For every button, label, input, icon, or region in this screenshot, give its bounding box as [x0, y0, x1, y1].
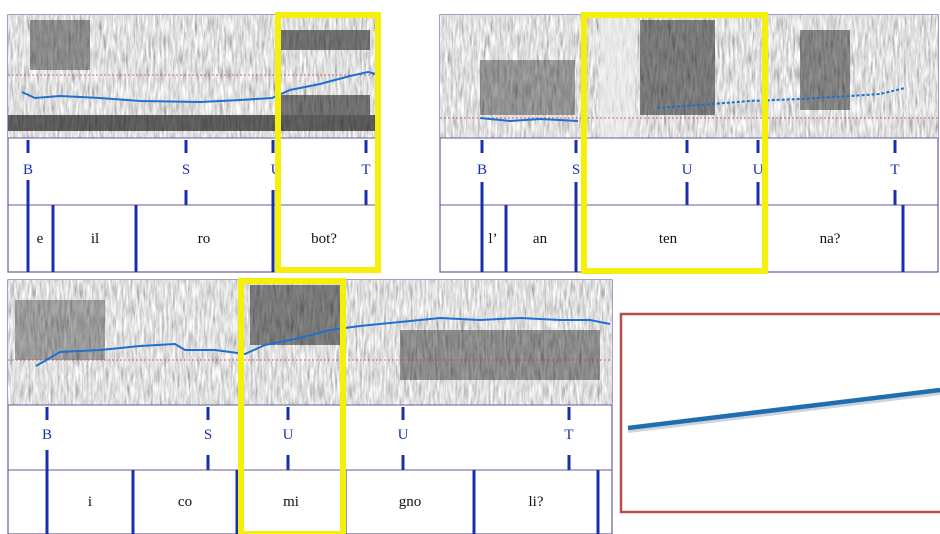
formant-band [640, 20, 715, 115]
tone-label: U [398, 427, 409, 443]
syllable: ten [659, 231, 678, 247]
syllable: il [91, 231, 99, 247]
tone-label: U [682, 162, 693, 178]
formant-band [8, 115, 376, 131]
tone-label: S [204, 427, 212, 443]
syllable: e [37, 231, 44, 247]
formant-band [280, 95, 370, 115]
syllable: na? [820, 231, 841, 247]
tone-label: B [477, 162, 487, 178]
tone-label: B [23, 162, 33, 178]
page: {"panels": [ {"tones": ["B", "S", "U", "… [0, 0, 940, 534]
formant-band [280, 30, 370, 50]
syllable: gno [399, 494, 422, 510]
figure: B S U T e il ro bot? B S U [0, 0, 940, 534]
syllable: co [178, 494, 192, 510]
syllable: bot? [311, 231, 337, 247]
formant-band [480, 60, 575, 115]
syllable: l’ [488, 231, 497, 247]
silence [600, 15, 635, 138]
syllable: ro [198, 231, 211, 247]
formant-band [250, 285, 340, 345]
tone-label: S [572, 162, 580, 178]
formant-band [400, 330, 600, 380]
tone-label: U [283, 427, 294, 443]
panel-1: B S U T e il ro bot? [8, 15, 376, 272]
syllable: li? [529, 494, 544, 510]
syllable: mi [283, 494, 299, 510]
syllable: an [533, 231, 548, 247]
formant-band [30, 20, 90, 70]
syllable: i [88, 494, 92, 510]
panel-2: B S U U T l’ an ten na? [440, 15, 938, 272]
panel-3: B S U U T i co mi gno li? [8, 280, 612, 534]
tone-label: B [42, 427, 52, 443]
tone-label: S [182, 162, 190, 178]
tone-label: T [564, 427, 573, 443]
tone-label: T [361, 162, 370, 178]
tone-label: T [890, 162, 899, 178]
tone-label: U [753, 162, 764, 178]
